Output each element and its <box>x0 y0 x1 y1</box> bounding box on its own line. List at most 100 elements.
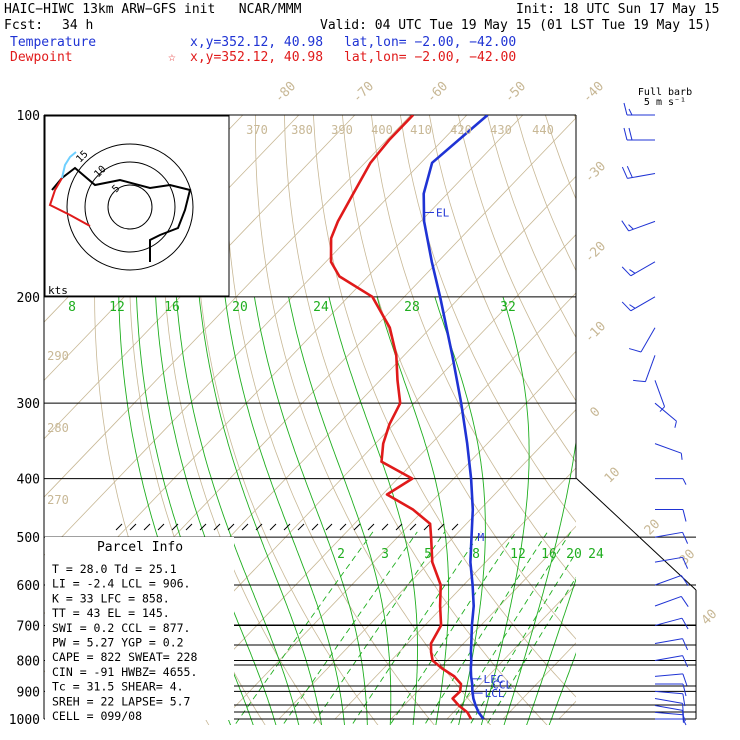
dry-adiabat <box>194 115 379 725</box>
isotherm-label: -20 <box>582 239 609 266</box>
dry-adiabat <box>545 115 576 201</box>
wind-barb-flag <box>626 166 633 178</box>
dry-adiabat <box>633 115 740 732</box>
isotherm-label: 20 <box>642 517 664 539</box>
wind-barb-flag <box>628 108 633 116</box>
dry-adiabat <box>255 115 492 725</box>
wind-barb-flag <box>628 348 642 353</box>
level-hatch <box>339 523 347 531</box>
wind-barb-flag <box>633 379 646 383</box>
theta-label: 420 <box>450 123 472 137</box>
isotherm <box>44 115 468 557</box>
pressure-tick-label: 900 <box>17 685 40 700</box>
wind-barb-flag <box>682 655 689 668</box>
wind-barb-flag <box>682 557 689 569</box>
level-hatch <box>157 523 165 531</box>
moist-adiabat <box>480 296 530 725</box>
dry-adiabat <box>720 115 740 732</box>
wind-barb-staff <box>630 261 656 277</box>
mixing-ratio-line <box>389 531 517 725</box>
hodograph-ring-10 <box>84 161 176 253</box>
moist-adiabat-label: 24 <box>313 300 329 315</box>
moist-adiabat-label: 20 <box>232 300 248 315</box>
parcel-info-row: TT = 43 EL = 145. <box>52 606 170 620</box>
isotherm-label: 10 <box>602 465 624 487</box>
dewpoint-latlon: lat,lon= −2.00, −42.00 <box>344 50 517 65</box>
dewpoint-star-icon: ☆ <box>168 50 176 65</box>
moist-adiabat <box>198 296 323 725</box>
hodograph-ring-15 <box>66 143 194 271</box>
level-hatch <box>115 523 123 531</box>
theta-label: 270 <box>47 493 69 507</box>
level-hatch <box>451 523 459 531</box>
parcel-info-title: Parcel Info <box>97 540 183 555</box>
level-label-ccl: CCL <box>492 679 512 692</box>
wind-barb-flag <box>674 421 677 428</box>
mixing-ratio-label: 20 <box>566 547 582 562</box>
level-hatch <box>255 523 263 531</box>
parcel-info-box <box>45 537 234 720</box>
moist-adiabat-label: 28 <box>404 300 420 315</box>
wind-barb-flag <box>629 304 636 309</box>
theta-label: 400 <box>371 123 393 137</box>
wind-barb-flag <box>628 127 633 141</box>
level-label-lcl: LCL <box>485 687 505 700</box>
wind-barb-staff <box>640 327 656 353</box>
dry-adiabat <box>604 115 740 732</box>
theta-label: 290 <box>47 349 69 363</box>
isotherm <box>166 292 576 720</box>
pressure-tick-label: 300 <box>17 397 40 412</box>
wind-barb-flag <box>682 478 687 485</box>
dry-adiabat <box>284 115 548 725</box>
init-time: Init: 18 UTC Sun 17 May 15 <box>516 2 720 17</box>
level-hatch <box>269 523 277 531</box>
theta-label: 380 <box>291 123 313 137</box>
level-hatch <box>143 523 151 531</box>
mixing-ratio-line <box>469 551 576 725</box>
theta-label: 410 <box>410 123 432 137</box>
level-hatch <box>409 523 417 531</box>
pressure-tick-label: 600 <box>17 579 40 594</box>
parcel-info-row: T = 28.0 Td = 25.1 <box>52 562 177 576</box>
level-hatch <box>297 523 305 531</box>
isotherm <box>44 115 356 440</box>
dry-adiabat <box>400 115 576 523</box>
moist-adiabat <box>253 296 368 725</box>
level-hatch <box>227 523 235 531</box>
wind-barb-flag <box>621 301 632 312</box>
pressure-tick-label: 100 <box>17 109 40 124</box>
dry-adiabat <box>313 115 576 698</box>
isotherm <box>671 115 740 719</box>
wind-barb-staff <box>654 402 677 422</box>
level-hatch <box>213 523 221 531</box>
pressure-tick-label: 400 <box>17 473 40 488</box>
wind-barb-flag <box>680 596 689 607</box>
theta-label: 370 <box>246 123 268 137</box>
pressure-tick-label: 200 <box>17 291 40 306</box>
parcel-info-row: Tc = 31.5 SHEAR= 4. <box>52 680 184 694</box>
temperature-xy: x,y=352.12, 40.98 <box>190 35 324 50</box>
mixing-ratio-label: 8 <box>472 547 480 562</box>
isotherm-label: -10 <box>582 319 609 346</box>
dewpoint-xy: x,y=352.12, 40.98 <box>190 50 324 65</box>
mixing-ratio-line <box>351 531 482 725</box>
barb-legend-units: 5 m s⁻¹ <box>644 97 686 108</box>
level-hatch <box>129 523 137 531</box>
isotherm-label: -50 <box>502 79 529 106</box>
wind-barb-staff <box>654 617 683 626</box>
wind-barb-flag <box>623 127 628 141</box>
wind-barb-flag <box>629 269 636 274</box>
level-hatch <box>241 523 249 531</box>
model-title: HAIC−HIWC 13km ARW−GFS init NCAR/MMM <box>4 2 302 17</box>
level-hatch <box>437 523 445 531</box>
level-hatch <box>325 523 333 531</box>
parcel-info-row: CELL = 099/08 <box>52 709 142 723</box>
wind-barb-staff <box>654 655 683 661</box>
isotherm <box>44 115 524 615</box>
theta-label: 390 <box>331 123 353 137</box>
pressure-tick-label: 700 <box>17 619 40 634</box>
wind-barb-flag <box>628 224 634 230</box>
isotherm <box>390 525 576 720</box>
wind-barb-staff <box>654 638 683 645</box>
